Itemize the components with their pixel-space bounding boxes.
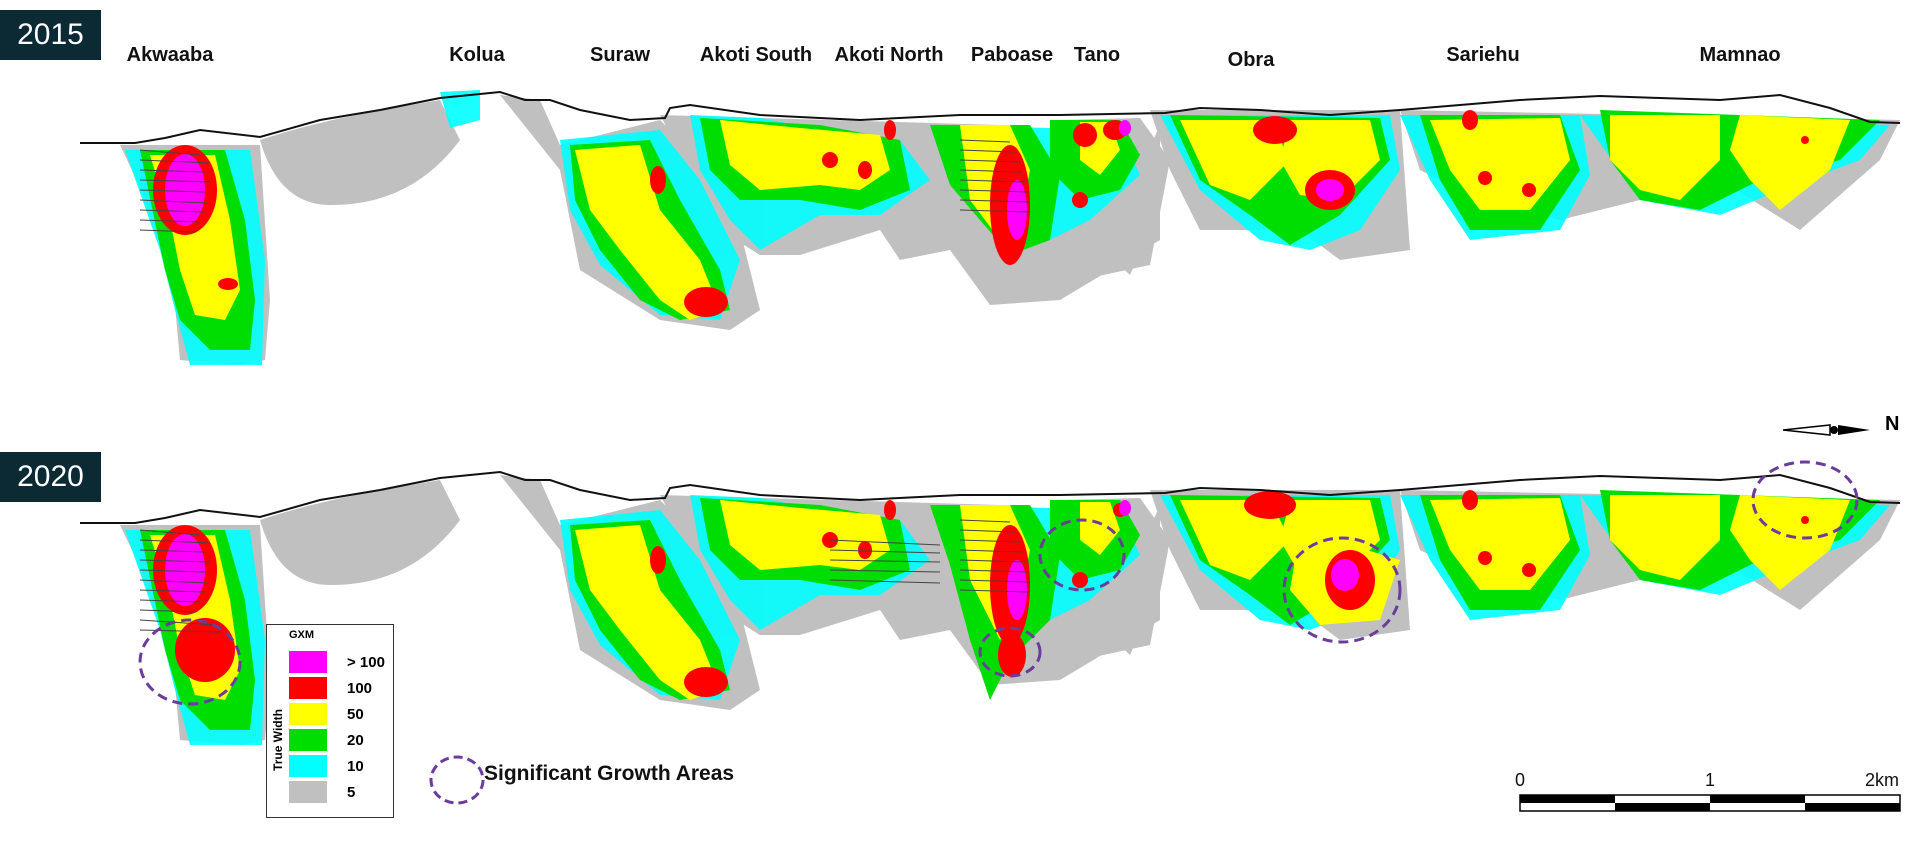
- deposit-label-sariehu: Sariehu: [1446, 44, 1520, 66]
- deposit-label-paboase: Paboase: [970, 44, 1054, 66]
- deposit-label-obra: Obra: [1227, 49, 1275, 71]
- legend-label: 50: [347, 706, 364, 723]
- legend-label: > 100: [347, 654, 385, 671]
- north-arrow-label: N: [1885, 413, 1900, 435]
- section-2020: [80, 460, 1901, 745]
- growth-circle-mamnao: [1751, 460, 1859, 540]
- topography-line: [80, 90, 1901, 144]
- legend-label: 5: [347, 784, 356, 801]
- grade-shell-yellow: [150, 115, 1850, 320]
- growth-circle-paboase: [978, 626, 1042, 678]
- growth-circle-tano: [1038, 518, 1126, 592]
- section-2015: [80, 90, 1901, 365]
- grade-shell-yellow-2020: [150, 495, 1850, 700]
- scale-tick-label: 1: [1704, 770, 1716, 790]
- deposit-label-kolua: Kolua: [449, 44, 505, 66]
- legend-swatch: [289, 651, 327, 673]
- topography-line-2020: [80, 470, 1901, 524]
- deposit-label-tano: Tano: [1073, 44, 1121, 66]
- north-arrow-graphic: [1782, 424, 1870, 436]
- scale-tick-label: 2km: [1864, 770, 1900, 790]
- deposit-label-suraw: Suraw: [589, 44, 651, 66]
- growth-circle-akwaaba: [138, 618, 242, 706]
- grade-legend: GXM True Width > 100 100 50 20 10 5: [266, 624, 394, 818]
- growth-area-circles: [138, 460, 1859, 706]
- growth-circle-obra: [1282, 536, 1402, 644]
- growth-legend-circle: [429, 755, 485, 805]
- legend-header: GXM: [289, 629, 315, 641]
- legend-swatch: [289, 755, 327, 777]
- legend-label: 20: [347, 732, 364, 749]
- growth-areas-label: Significant Growth Areas: [484, 762, 735, 785]
- year-badge-2020: 2020: [0, 452, 101, 502]
- deposit-label-akwaaba: Akwaaba: [126, 44, 214, 66]
- legend-swatch: [289, 781, 327, 803]
- legend-swatch: [289, 677, 327, 699]
- deposit-label-mamnao: Mamnao: [1699, 44, 1781, 66]
- legend-label: 10: [347, 758, 364, 775]
- legend-axis-label: True Width: [270, 709, 285, 771]
- legend-label: 100: [347, 680, 373, 697]
- deposit-label-akoti-north: Akoti North: [834, 44, 944, 66]
- scale-bar-graphic: [1519, 794, 1901, 812]
- drill-traces: [139, 139, 1031, 233]
- scale-tick-label: 0: [1514, 770, 1526, 790]
- legend-swatch: [289, 729, 327, 751]
- legend-swatch: [289, 703, 327, 725]
- deposit-label-akoti-south: Akoti South: [699, 44, 813, 66]
- drill-traces-2020: [139, 519, 1031, 633]
- year-badge-2015: 2015: [0, 10, 101, 60]
